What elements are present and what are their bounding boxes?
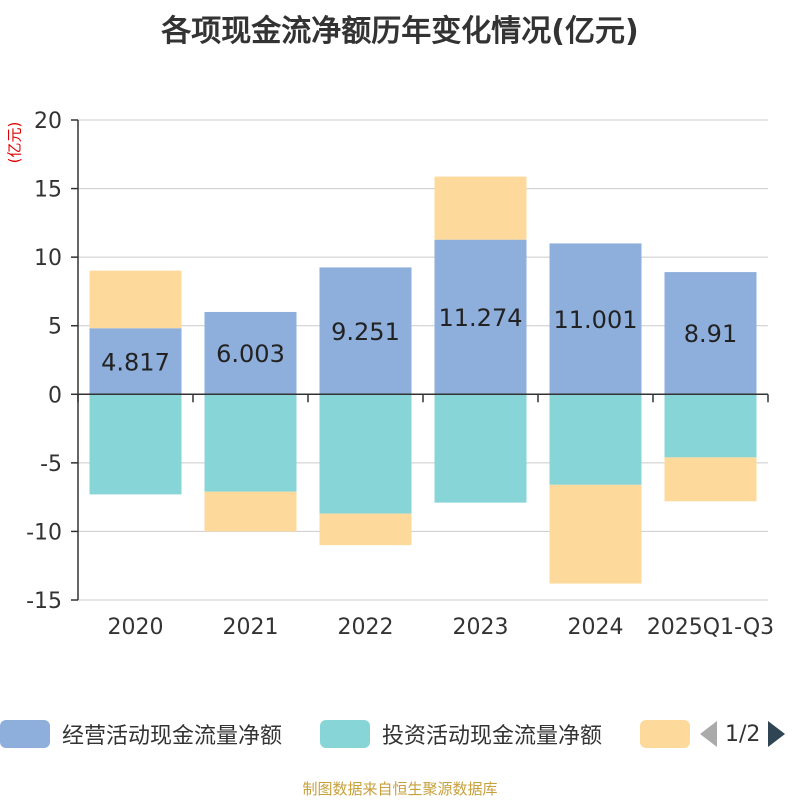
data-label: 8.91: [684, 320, 737, 348]
data-label: 9.251: [331, 318, 400, 346]
bar-investing[interactable]: [89, 394, 182, 495]
chart-canvas: 20 15 10 5 0 -5 -10 -15 4.817 2020 6.003 2021 9.251 2…: [26, 109, 774, 640]
bar-operating[interactable]: [319, 267, 412, 395]
bar-operating[interactable]: [89, 328, 182, 395]
legend-label-operating: 经营活动现金流量净额: [62, 724, 283, 749]
legend-swatch-operating: [0, 720, 50, 748]
legend-item-operating[interactable]: 经营活动现金流量净额: [0, 714, 282, 754]
y-tick-label: 15: [34, 178, 62, 203]
legend-pager: 1/2: [700, 714, 786, 754]
legend-next-page-icon[interactable]: [768, 721, 786, 747]
bar-investing[interactable]: [664, 394, 757, 458]
bar-operating[interactable]: [434, 239, 527, 395]
legend-item-financing[interactable]: [640, 714, 702, 754]
x-tick-label: 2022: [338, 615, 394, 640]
data-label: 11.274: [439, 304, 523, 332]
y-tick-label: -15: [26, 589, 62, 614]
bar-operating[interactable]: [664, 272, 757, 395]
bar-financing[interactable]: [664, 457, 757, 502]
legend: 经营活动现金流量净额 投资活动现金流量净额 1/2: [0, 714, 800, 754]
bar-financing[interactable]: [89, 270, 182, 329]
bar-investing[interactable]: [204, 394, 297, 492]
y-tick-label: 5: [48, 315, 62, 340]
x-tick-label: 2023: [453, 615, 509, 640]
y-tick-label: -5: [40, 452, 62, 477]
y-tick-label: -10: [26, 520, 62, 545]
legend-label-investing: 投资活动现金流量净额: [382, 724, 603, 749]
legend-item-investing[interactable]: 投资活动现金流量净额: [320, 714, 602, 754]
legend-swatch-financing: [640, 720, 690, 748]
bar-financing[interactable]: [204, 491, 297, 532]
y-tick-label: 10: [34, 246, 62, 271]
legend-prev-page-icon[interactable]: [700, 721, 717, 747]
y-tick-label: 20: [34, 109, 62, 134]
bar-investing[interactable]: [319, 394, 412, 514]
x-tick-label: 2024: [568, 615, 624, 640]
legend-swatch-investing: [320, 720, 370, 748]
bar-investing[interactable]: [434, 394, 527, 503]
bar-financing[interactable]: [319, 513, 412, 546]
data-label: 4.817: [101, 348, 170, 376]
data-source-note: 制图数据来自恒生聚源数据库: [302, 780, 498, 798]
data-label: 11.001: [554, 306, 638, 334]
x-tick-label: 2021: [223, 615, 279, 640]
bar-investing[interactable]: [549, 394, 642, 485]
x-tick-label: 2025Q1-Q3: [647, 615, 774, 640]
bar-operating[interactable]: [204, 311, 297, 395]
bar-operating[interactable]: [549, 243, 642, 395]
chart-title: 各项现金流净额历年变化情况(亿元): [161, 14, 639, 49]
x-tick-label: 2020: [108, 615, 164, 640]
legend-page-indicator: 1/2: [725, 721, 761, 747]
bar-financing[interactable]: [434, 176, 527, 240]
data-label: 6.003: [216, 340, 285, 368]
y-tick-label: 0: [48, 383, 62, 408]
bar-financing[interactable]: [549, 484, 642, 584]
